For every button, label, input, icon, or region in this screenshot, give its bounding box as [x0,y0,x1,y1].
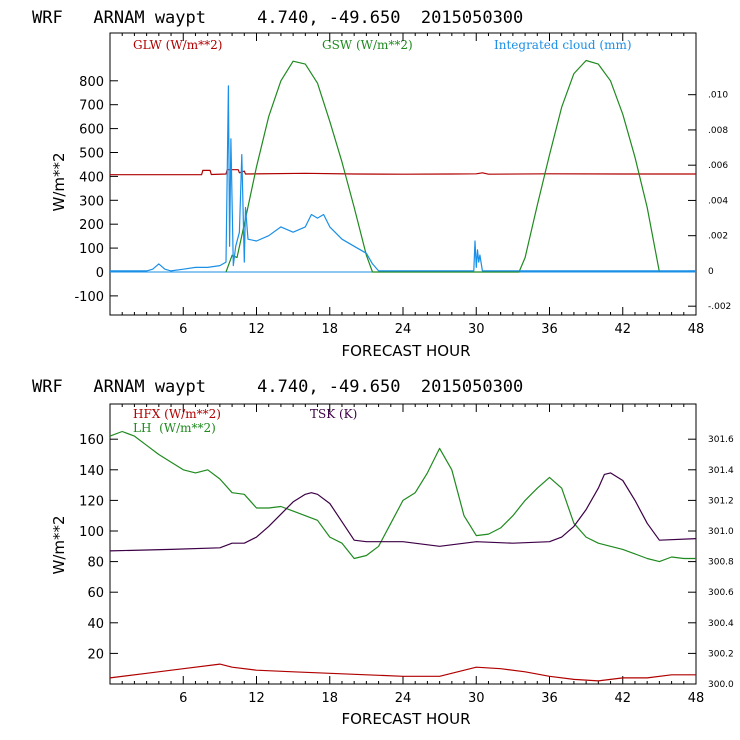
bottom-series-1-line [109,430,696,563]
bottom-y2-tick-label: 300.4 [708,619,734,629]
top-y-tick-label: 800 [79,75,104,90]
bottom-x-tick-label: 30 [468,691,485,706]
bottom-y2-tick-label: 300.6 [708,588,734,598]
top-legend-gsw: GSW (W/m**2) [322,38,413,52]
top-x-tick-label: 6 [179,322,187,337]
bottom-y-tick-label: 140 [79,464,104,479]
top-series-2-line [110,85,696,272]
top-x-tick-label: 18 [321,322,338,337]
top-y-axis-title: W/m**2 [50,152,68,211]
bottom-x-tick-label: 24 [395,691,412,706]
bottom-y-tick-label: 160 [79,433,104,448]
bottom-plot-frame [109,403,697,685]
top-y-tick-label: 0 [96,266,104,281]
top-y2-tick-label: .002 [708,232,728,242]
top-series-0-line [110,169,696,176]
top-x-tick-label: 36 [541,322,558,337]
bottom-x-tick-label: 36 [541,691,558,706]
bottom-axis-ticks: 6 12 18 24 30 36 42 48 20 40 60 80 100 120 140 160 300.0… [79,404,734,706]
top-x-tick-label: 24 [395,322,412,337]
top-panel: WRF ARNAM waypt 4.740, -49.650 201505030… [32,8,731,360]
bottom-y2-tick-label: 300.8 [708,558,734,568]
bottom-x-tick-label: 48 [688,691,705,706]
bottom-x-tick-label: 6 [179,691,187,706]
bottom-x-tick-label: 12 [248,691,265,706]
top-y-tick-label: 600 [79,123,104,138]
bottom-x-tick-label: 18 [321,691,338,706]
top-y2-tick-label: -.002 [708,302,731,312]
bottom-series-group [109,430,697,682]
top-chart-title: WRF ARNAM waypt 4.740, -49.650 201505030… [32,8,523,28]
bottom-legend-lh: LH (W/m**2) [133,421,216,435]
bottom-x-tick-label: 42 [614,691,631,706]
bottom-y2-tick-label: 301.4 [708,466,734,476]
bottom-legend-tsk: TSK (K) [310,407,357,421]
bottom-y-tick-label: 120 [79,494,104,509]
top-legend-cloud: Integrated cloud (mm) [494,38,632,52]
bottom-y2-tick-label: 301.2 [708,496,734,506]
bottom-legend-hfx: HFX (W/m**2) [133,407,221,421]
bottom-y-axis-title: W/m**2 [50,515,68,574]
bottom-chart-title: WRF ARNAM waypt 4.740, -49.650 201505030… [32,377,523,397]
top-y-tick-label: 500 [79,146,104,161]
top-y-tick-label: -100 [74,290,104,305]
top-y2-tick-label: .008 [708,126,728,136]
bottom-y-tick-label: 100 [79,525,104,540]
top-y2-tick-label: 0 [708,267,714,277]
top-x-tick-label: 30 [468,322,485,337]
bottom-y2-tick-label: 301.6 [708,435,734,445]
bottom-y-tick-label: 60 [87,586,104,601]
top-series-group [110,59,696,273]
top-y-tick-label: 300 [79,194,104,209]
top-series-1-line [225,59,660,273]
bottom-y-tick-label: 20 [87,647,104,662]
top-y2-tick-label: .010 [708,91,728,101]
bottom-series-0-line [109,663,696,682]
top-legend-glw: GLW (W/m**2) [133,38,222,52]
top-x-tick-label: 12 [248,322,265,337]
top-y2-tick-label: .006 [708,161,728,171]
top-y2-tick-label: .004 [708,196,728,206]
bottom-series-2-line [109,472,697,552]
top-y-tick-label: 400 [79,170,104,185]
bottom-y-tick-label: 40 [87,617,104,632]
top-x-axis-title: FORECAST HOUR [341,342,470,360]
top-x-tick-label: 42 [614,322,631,337]
bottom-y2-tick-label: 300.0 [708,680,734,690]
bottom-y2-tick-label: 300.2 [708,649,734,659]
bottom-y-tick-label: 80 [87,556,104,571]
top-y-tick-label: 700 [79,99,104,114]
top-axis-ticks: 6 12 18 24 30 36 42 48 -100 0 100 200 300 400 500 600 70… [74,33,731,337]
top-y-tick-label: 200 [79,218,104,233]
bottom-panel: WRF ARNAM waypt 4.740, -49.650 201505030… [32,377,734,728]
top-y-tick-label: 100 [79,242,104,257]
bottom-x-axis-title: FORECAST HOUR [341,710,470,728]
bottom-y2-tick-label: 301.0 [708,527,734,537]
top-x-tick-label: 48 [688,322,705,337]
